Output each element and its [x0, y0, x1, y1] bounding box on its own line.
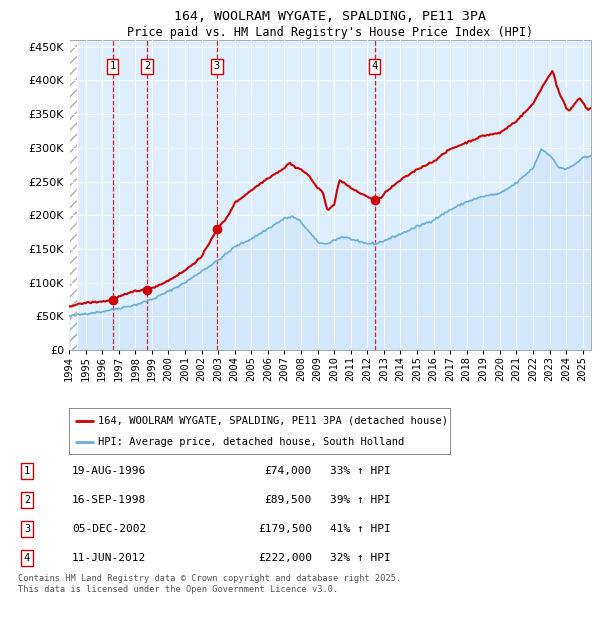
Text: 1: 1 [24, 466, 30, 476]
Text: 3: 3 [214, 61, 220, 71]
Text: 4: 4 [371, 61, 378, 71]
Text: £74,000: £74,000 [265, 466, 312, 476]
Text: 11-JUN-2012: 11-JUN-2012 [72, 552, 146, 562]
Text: 33% ↑ HPI: 33% ↑ HPI [330, 466, 391, 476]
Text: £179,500: £179,500 [258, 524, 312, 534]
Text: HPI: Average price, detached house, South Holland: HPI: Average price, detached house, Sout… [98, 438, 404, 448]
Text: 164, WOOLRAM WYGATE, SPALDING, PE11 3PA (detached house): 164, WOOLRAM WYGATE, SPALDING, PE11 3PA … [98, 416, 448, 426]
Text: £89,500: £89,500 [265, 495, 312, 505]
Text: 4: 4 [24, 552, 30, 562]
Text: 3: 3 [24, 524, 30, 534]
Text: 1: 1 [109, 61, 116, 71]
Text: £222,000: £222,000 [258, 552, 312, 562]
Text: 19-AUG-1996: 19-AUG-1996 [72, 466, 146, 476]
Text: 2: 2 [144, 61, 150, 71]
Text: 05-DEC-2002: 05-DEC-2002 [72, 524, 146, 534]
Bar [69, 40, 77, 350]
Text: 164, WOOLRAM WYGATE, SPALDING, PE11 3PA: 164, WOOLRAM WYGATE, SPALDING, PE11 3PA [174, 10, 486, 23]
Text: 41% ↑ HPI: 41% ↑ HPI [330, 524, 391, 534]
Text: Contains HM Land Registry data © Crown copyright and database right 2025.
This d: Contains HM Land Registry data © Crown c… [18, 574, 401, 595]
Text: 2: 2 [24, 495, 30, 505]
Text: Price paid vs. HM Land Registry's House Price Index (HPI): Price paid vs. HM Land Registry's House … [127, 26, 533, 39]
Text: 39% ↑ HPI: 39% ↑ HPI [330, 495, 391, 505]
Bar [69, 40, 77, 350]
Text: 16-SEP-1998: 16-SEP-1998 [72, 495, 146, 505]
Text: 32% ↑ HPI: 32% ↑ HPI [330, 552, 391, 562]
